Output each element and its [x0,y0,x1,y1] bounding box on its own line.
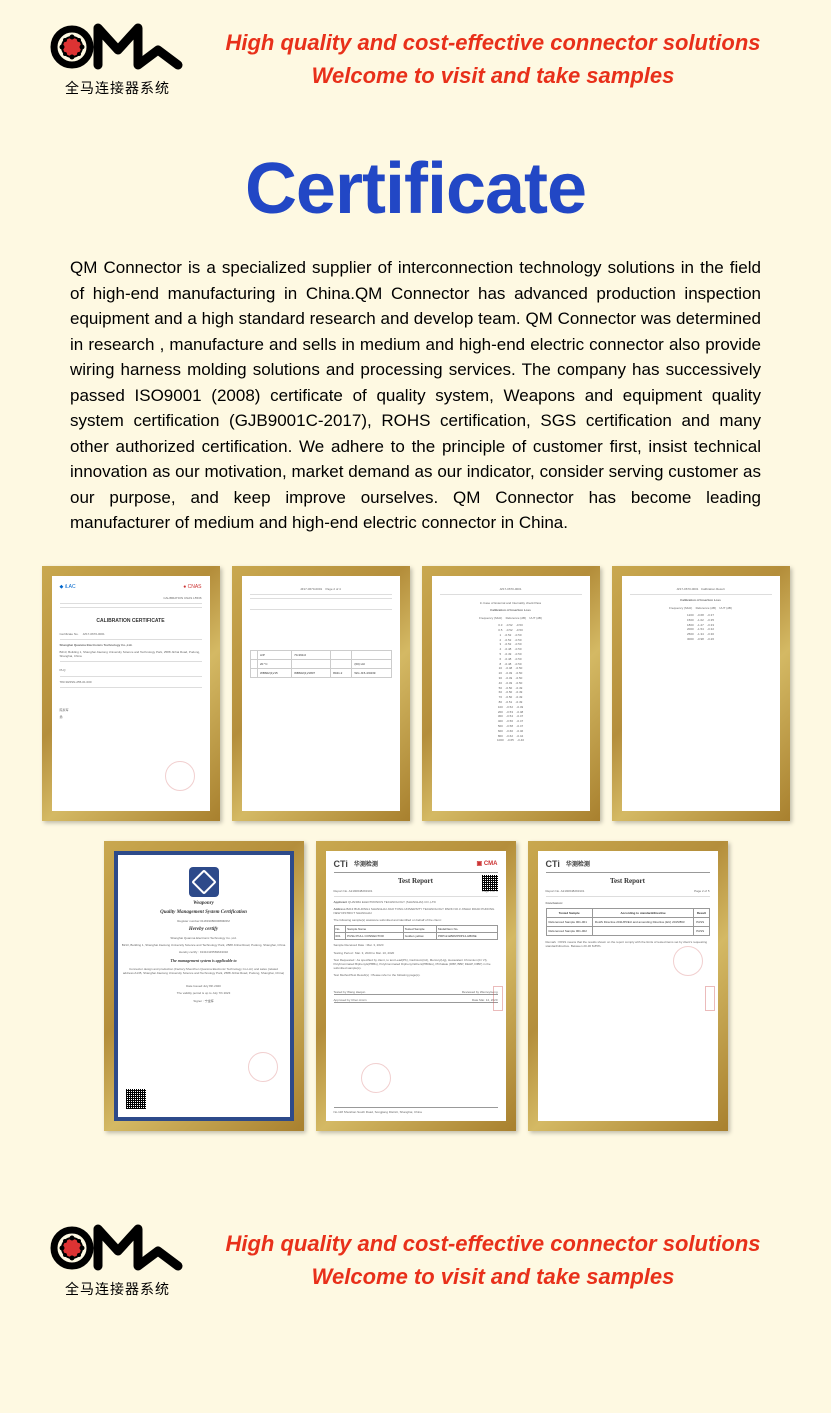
qm-logo-icon [50,20,185,75]
page-title: Certificate [0,148,831,230]
logo-subtext: 全马连接器系统 [65,78,170,98]
logo-block: 全马连接器系统 [50,20,185,98]
certificates-row-1: ◆ iLAC● CNAS CALIBRATION CNAS L5536 CALI… [0,566,831,821]
calibration-data-sheet-1-inner: JZ17-0670-0001 Page 2 of 4 A/P70-393-020… [242,576,400,811]
footer-line-1: High quality and cost-effective connecto… [205,1227,781,1260]
header-text: High quality and cost-effective connecto… [205,26,781,92]
footer-line-2: Welcome to visit and take samples [205,1260,781,1293]
certificates-row-2: Weaponry Quality Management System Certi… [0,841,831,1131]
calibration-data-sheet-1: JZ17-0670-0001 Page 2 of 4 A/P70-393-020… [232,566,410,821]
calibration-certificate: ◆ iLAC● CNAS CALIBRATION CNAS L5536 CALI… [42,566,220,821]
insertion-loss-sheet-2-inner: JZ17-0670-0001 Calibration Result Calibr… [622,576,780,811]
footer-text: High quality and cost-effective connecto… [205,1227,781,1293]
insertion-loss-sheet-2: JZ17-0670-0001 Calibration Result Calibr… [612,566,790,821]
weaponry-certification-inner: Weaponry Quality Management System Certi… [114,851,294,1121]
insertion-loss-sheet-inner: JZ17-0670-0001 In Case of External and I… [432,576,590,811]
qm-logo-icon-footer [50,1221,185,1276]
weaponry-certification: Weaponry Quality Management System Certi… [104,841,304,1131]
cti-test-report-2-inner: CTi 华测检测 Test Report Report No. A2190648… [538,851,718,1121]
header-line-2: Welcome to visit and take samples [205,59,781,92]
footer-logo-block: 全马连接器系统 [50,1221,185,1299]
cti-test-report-1-inner: CTi 华测检测 ▣ CMA Test Report Report No. A2… [326,851,506,1121]
body-paragraph: QM Connector is a specialized supplier o… [0,255,831,536]
insertion-loss-sheet: JZ17-0670-0001 In Case of External and I… [422,566,600,821]
top-header: 全马连接器系统 High quality and cost-effective … [0,0,831,118]
bottom-footer: 全马连接器系统 High quality and cost-effective … [0,1201,831,1319]
cti-test-report-1: CTi 华测检测 ▣ CMA Test Report Report No. A2… [316,841,516,1131]
cti-test-report-2: CTi 华测检测 Test Report Report No. A2190648… [528,841,728,1131]
calibration-certificate-inner: ◆ iLAC● CNAS CALIBRATION CNAS L5536 CALI… [52,576,210,811]
footer-logo-subtext: 全马连接器系统 [65,1279,170,1299]
header-line-1: High quality and cost-effective connecto… [205,26,781,59]
